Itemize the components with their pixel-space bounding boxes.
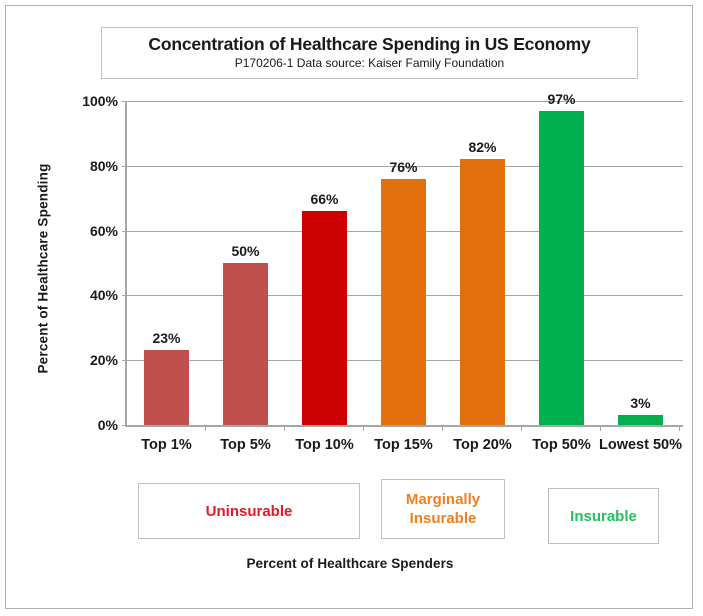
y-axis-tick-mark [122,101,127,102]
x-axis-category-label: Top 15% [374,437,433,453]
y-axis-tick-mark [122,230,127,232]
x-axis-tick-mark [284,425,285,431]
bar[interactable] [223,263,268,425]
gridline [127,101,683,102]
y-axis-tick-label: 20% [89,352,118,369]
chart-title-box: Concentration of Healthcare Spending in … [101,27,638,79]
y-axis-tick-mark [122,425,127,426]
x-axis-title: Percent of Healthcare Spenders [246,556,454,571]
x-axis-category-label: Lowest 50% [599,437,682,453]
x-axis-category-label: Top 20% [453,437,512,453]
bar-slot: 76% [364,101,443,431]
y-axis-tick-mark [122,165,127,167]
chart-frame: Concentration of Healthcare Spending in … [5,5,693,609]
x-axis-category-label: Top 1% [141,437,192,453]
x-axis-category-label: Top 50% [532,437,591,453]
y-axis-tick-label: 60% [89,222,118,239]
bar-value-label: 23% [152,330,181,347]
bar-value-label: 76% [389,158,418,175]
bar-value-label: 50% [231,243,260,259]
y-axis-tick-label: 0% [97,417,118,433]
annotation-label: Marginally Insurable [405,491,481,527]
bar[interactable] [618,415,663,425]
annotation-box: Marginally Insurable [381,479,505,539]
annotation-box: Insurable [548,488,659,544]
x-axis-tick-mark [679,425,680,431]
x-axis-tick-mark [521,425,522,431]
x-axis-tick-mark [600,425,601,431]
gridline [127,165,683,167]
annotation-label: Insurable [570,507,637,525]
bar-slot: 82% [443,101,522,431]
x-axis-category-label: Top 10% [295,437,354,453]
chart-subtitle: P170206-1 Data source: Kaiser Family Fou… [234,56,505,70]
y-axis-tick-label: 80% [89,157,118,174]
y-axis-tick-mark [122,360,127,362]
bar[interactable] [539,110,584,425]
bar-value-label: 82% [468,139,497,156]
x-axis-tick-mark [363,425,364,431]
bar[interactable] [144,350,189,425]
y-axis-tick-label: 40% [89,287,118,304]
bar-value-label: 3% [630,395,651,412]
bar-slot: 50% [206,101,285,431]
y-axis-tick-mark [122,295,127,297]
bar[interactable] [381,178,426,425]
y-axis-title: Percent of Healthcare Spending [35,163,51,374]
bar-value-label: 66% [310,191,339,208]
page-title: Concentration of Healthcare Spending in … [148,34,591,54]
bar-value-label: 97% [547,90,576,107]
bar-slot: 66% [285,101,364,431]
bar-slot: 97% [522,91,601,431]
bar[interactable] [302,211,347,425]
y-axis-tick-label: 100% [82,93,118,109]
annotation-box: Uninsurable [138,483,360,539]
bar-slot: 23% [127,101,206,431]
plot-area: 0% 20% 40% 60% 80% 100% 23% 50% 66% 76% 82% 97% 3% [82,91,683,433]
x-axis-tick-mark [442,425,443,431]
bar-slot: 3% [601,101,680,431]
bar[interactable] [460,159,505,425]
annotation-label: Uninsurable [205,502,293,520]
x-axis-category-label: Top 5% [220,437,271,453]
x-axis-tick-mark [205,425,206,431]
